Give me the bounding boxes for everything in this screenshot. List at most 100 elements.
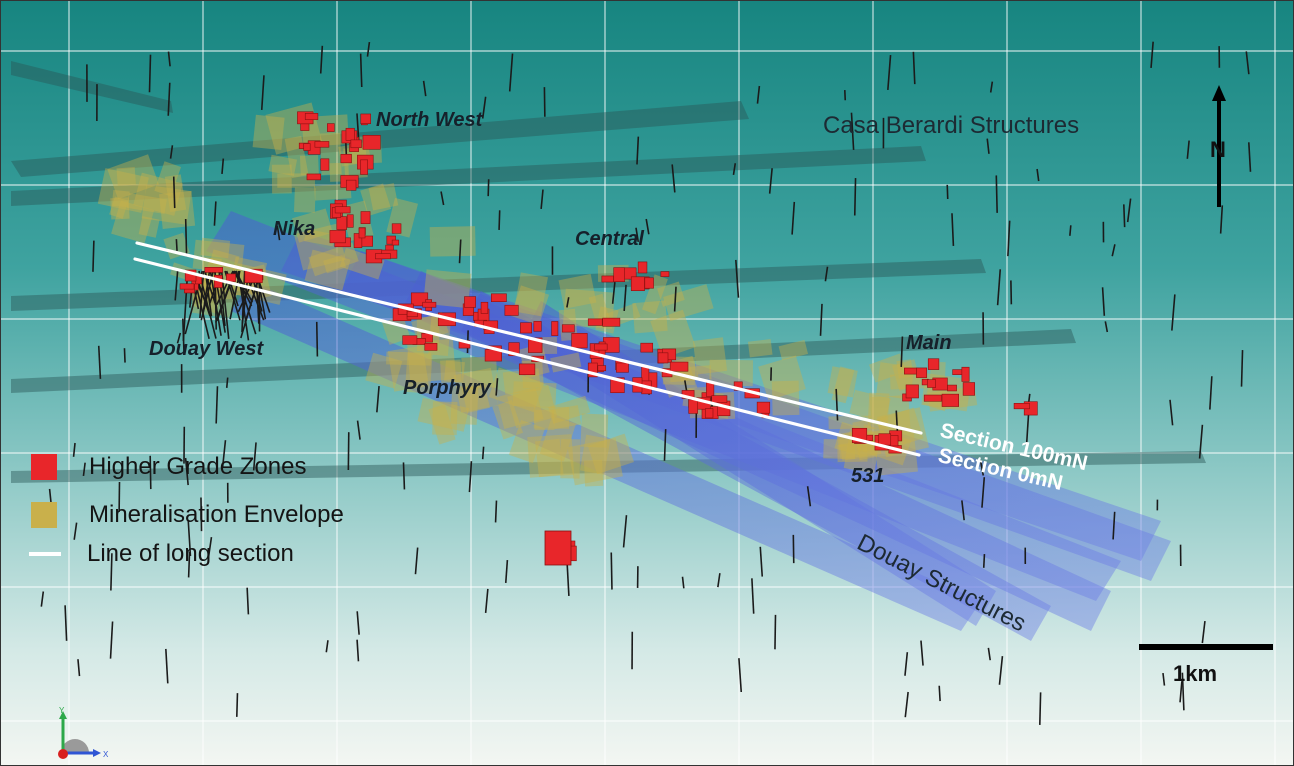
drill-hole <box>356 611 360 635</box>
higher-grade-block <box>329 230 346 244</box>
drill-hole <box>1101 287 1106 316</box>
higher-grade-block <box>644 277 654 289</box>
drill-hole <box>904 691 909 718</box>
drill-hole <box>998 656 1004 685</box>
higher-grade-block <box>927 379 936 388</box>
drill-hole <box>235 693 239 717</box>
envelope-patch <box>869 394 911 436</box>
higher-grade-block <box>941 393 959 407</box>
envelope-patch <box>512 381 557 408</box>
envelope-patch <box>534 409 555 431</box>
higher-grade-block <box>602 317 621 327</box>
drill-hole <box>184 219 188 257</box>
higher-grade-block <box>878 433 892 446</box>
drill-hole <box>1171 294 1176 331</box>
envelope-patch <box>823 439 856 460</box>
axis-y-label: Y <box>59 706 65 715</box>
drill-hole <box>1209 376 1213 410</box>
drill-hole <box>887 55 892 90</box>
drill-hole <box>1245 51 1250 75</box>
higher-grade-block <box>520 322 532 334</box>
drill-hole <box>900 336 904 367</box>
higher-grade-block <box>179 283 195 290</box>
drill-hole <box>109 621 114 659</box>
drill-hole <box>995 175 998 213</box>
drill-hole <box>200 497 203 532</box>
drill-hole <box>663 429 667 461</box>
envelope-patch <box>126 193 167 214</box>
drill-hole <box>508 53 514 92</box>
drill-hole <box>221 158 225 175</box>
higher-grade-block <box>962 382 975 396</box>
drill-hole <box>611 282 616 304</box>
higher-grade-block <box>711 395 728 403</box>
envelope-patch <box>164 174 187 213</box>
drill-hole <box>1112 511 1116 540</box>
drill-hole <box>123 348 126 363</box>
higher-grade-block <box>406 311 418 318</box>
legend-item-envelope: Mineralisation Envelope <box>31 499 344 531</box>
envelope-patch <box>778 339 809 361</box>
envelope-patch <box>141 184 192 225</box>
drill-hole <box>1111 244 1116 257</box>
higher-grade-block <box>571 333 588 349</box>
drill-hole <box>481 446 485 460</box>
drill-hole <box>961 500 965 521</box>
envelope-patch <box>386 351 432 366</box>
drill-hole <box>717 573 721 588</box>
drill-hole <box>904 652 909 676</box>
envelope-patch <box>423 269 472 309</box>
drill-hole <box>315 321 319 357</box>
higher-grade-block <box>705 408 714 419</box>
envelope-patch <box>450 385 479 425</box>
higher-grade-block <box>551 321 559 336</box>
envelope-patch <box>109 196 129 219</box>
scale-bar <box>1139 644 1273 650</box>
drill-hole <box>645 218 650 235</box>
envelope-patch <box>314 183 352 201</box>
higher-grade-block <box>353 233 363 249</box>
drill-hole <box>204 270 213 317</box>
envelope-patch <box>154 161 182 197</box>
drill-hole <box>40 591 45 607</box>
envelope-patch <box>747 339 773 358</box>
higher-grade-block <box>424 343 438 351</box>
drill-hole <box>414 547 419 575</box>
higher-grade-block <box>916 367 928 378</box>
higher-grade-block <box>594 343 608 351</box>
envelope-patch <box>492 400 524 440</box>
higher-grade-block <box>375 253 391 260</box>
higher-grade-block <box>640 342 654 353</box>
drill-hole <box>853 178 857 216</box>
north-arrow-icon <box>1212 85 1226 207</box>
envelope-patch <box>339 247 385 280</box>
envelope-patch <box>632 300 668 334</box>
envelope-patch <box>252 114 285 151</box>
north-arrow-label: N <box>1210 137 1226 162</box>
drill-hole <box>213 201 217 226</box>
drill-hole <box>1240 350 1244 387</box>
drill-hole <box>148 54 152 93</box>
envelope-patch <box>657 281 685 307</box>
drill-hole <box>175 239 178 252</box>
envelope-patch <box>428 404 456 445</box>
legend-item-section-line: Line of long section <box>29 538 294 570</box>
drill-hole <box>498 210 501 230</box>
higher-grade-block <box>508 342 520 357</box>
envelope-patch <box>551 405 582 430</box>
legend-item-higher-grade: Higher Grade Zones <box>31 451 306 483</box>
higher-grade-block <box>660 271 670 277</box>
higher-grade-block <box>613 267 625 283</box>
zone-label-north-west: North West <box>376 109 483 131</box>
drill-hole <box>176 332 182 344</box>
drill-hole <box>495 378 499 396</box>
envelope-patch <box>277 173 315 188</box>
drill-hole <box>468 461 473 493</box>
envelope-patch <box>429 226 476 257</box>
envelope-patch <box>406 338 457 383</box>
drill-hole <box>187 551 191 578</box>
drill-hole <box>681 576 685 589</box>
drill-hole <box>756 85 761 104</box>
drill-hole <box>951 213 955 246</box>
higher-grade-block <box>360 211 371 224</box>
